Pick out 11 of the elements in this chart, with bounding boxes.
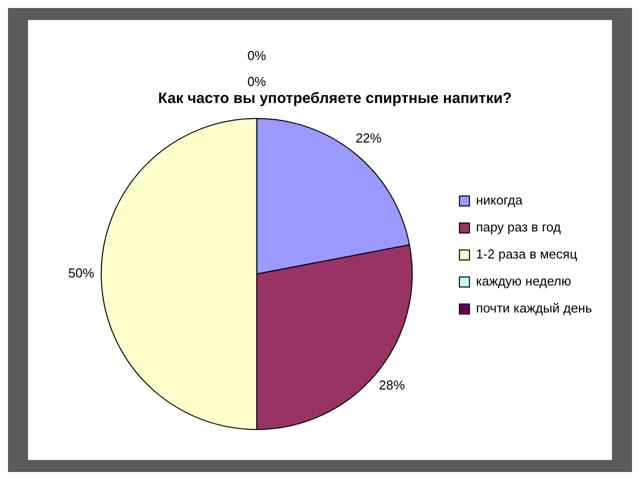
chart-title: Как часто вы употребляете спиртные напитки? xyxy=(158,90,512,108)
legend-label: 1-2 раза в месяц xyxy=(476,246,578,262)
legend-label: почти каждый день xyxy=(476,300,592,316)
text: 0% xyxy=(247,74,266,90)
legend-label: никогда xyxy=(476,192,524,208)
legend-label: пару раз в год xyxy=(476,220,562,235)
data-label: 50% xyxy=(68,266,95,281)
data-label: 28% xyxy=(378,377,406,392)
data-label: 22% xyxy=(356,130,382,146)
legend-label: каждую неделю xyxy=(476,274,572,289)
text: 0% xyxy=(247,48,266,64)
